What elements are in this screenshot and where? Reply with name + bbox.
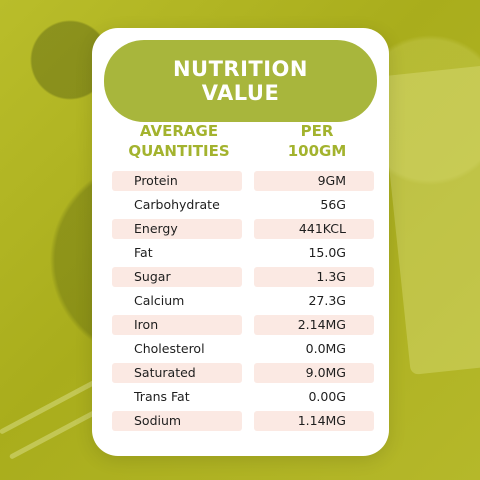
nutrient-value: 1.3G [254,267,374,287]
nutrient-value: 2.14MG [254,315,374,335]
nutrient-name: Protein [112,171,242,191]
column-header-quantities-line-1: AVERAGE [139,122,219,140]
noodle-package-decoration [379,65,480,375]
nutrient-name: Sodium [112,411,242,431]
nutrient-value: 15.0G [308,245,346,260]
nutrient-name: Cholesterol [134,341,205,356]
column-header-quantities: AVERAGE QUANTITIES [104,121,254,161]
title-line-2: VALUE [201,81,280,105]
column-header-per-line-1: PER [300,122,334,140]
nutrient-name: Saturated [112,363,242,383]
nutrient-value: 9GM [254,171,374,191]
table-row: Trans Fat 0.00G [112,387,374,407]
nutrient-name: Sugar [112,267,242,287]
nutrient-name: Iron [112,315,242,335]
column-header-per-100gm: PER 100GM [262,121,372,161]
table-row: Sugar 1.3G [112,267,374,287]
nutrient-name: Energy [112,219,242,239]
table-row: Fat 15.0G [112,243,374,263]
nutrient-name: Carbohydrate [134,197,220,212]
table-row: Calcium 27.3G [112,291,374,311]
nutrient-value: 56G [320,197,346,212]
table-row: Sodium 1.14MG [112,411,374,431]
title-banner: NUTRITION VALUE [104,40,377,122]
title-line-1: NUTRITION [172,57,308,81]
nutrient-value: 0.0MG [305,341,346,356]
column-header-quantities-line-2: QUANTITIES [128,142,230,160]
table-row: Protein 9GM [112,171,374,191]
nutrition-card: NUTRITION VALUE AVERAGE QUANTITIES PER 1… [92,28,389,456]
column-header-per-line-2: 100GM [287,142,347,160]
table-row: Carbohydrate 56G [112,195,374,215]
nutrient-name: Calcium [134,293,185,308]
table-row: Iron 2.14MG [112,315,374,335]
nutrient-value: 441KCL [254,219,374,239]
nutrient-name: Trans Fat [134,389,190,404]
nutrient-value: 0.00G [308,389,346,404]
nutrient-value: 9.0MG [254,363,374,383]
table-row: Energy 441KCL [112,219,374,239]
nutrient-value: 1.14MG [254,411,374,431]
table-row: Cholesterol 0.0MG [112,339,374,359]
nutrient-name: Fat [134,245,153,260]
nutrient-value: 27.3G [308,293,346,308]
table-row: Saturated 9.0MG [112,363,374,383]
